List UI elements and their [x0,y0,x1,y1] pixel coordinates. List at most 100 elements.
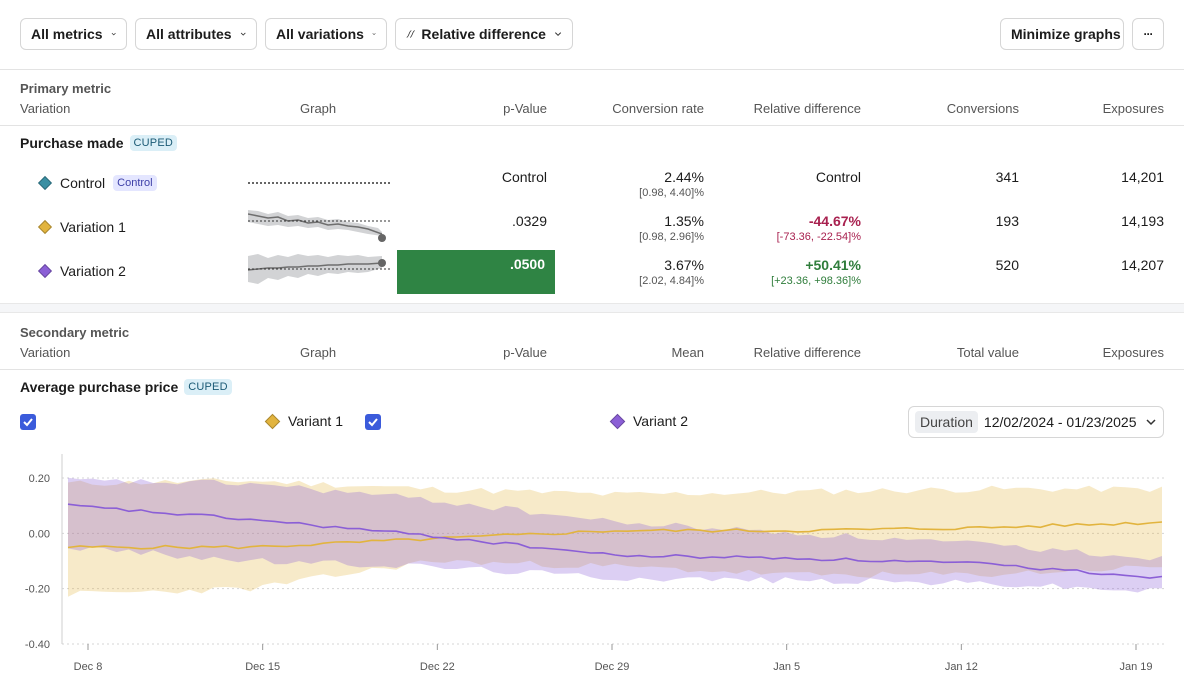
primary-section-title: Primary metric [20,81,112,96]
diamond-icon [37,219,53,235]
reldiff-ci: [+23.36, +98.36]% [771,275,861,287]
rate-cell: 1.35% [664,213,704,229]
all-variations-label: All variations [276,26,364,42]
secondary-metric-chart: 0.20 0.00 -0.20 -0.40 Dec 8 Dec 15 Dec 22 Dec 2… [25,454,1164,673]
variation-row-1: Variation 1 [37,219,126,235]
variation-row-control: Control Control [37,175,157,191]
x-tick-label: Jan 12 [945,661,978,673]
reldiff-ci: [-73.36, -22.54]% [776,231,861,243]
col-conversion-rate: Conversion rate [612,101,704,116]
series-line-1 [67,521,1163,550]
variation-name: Control [60,175,106,191]
diamond-icon [37,175,53,191]
curve-icon [406,30,415,38]
col-relative-difference: Relative difference [753,101,861,116]
all-attributes-dropdown[interactable]: All attributes [135,18,257,50]
metric-name: Average purchase price [20,379,179,395]
header-divider [0,369,1184,370]
chevron-down-icon [372,33,376,36]
col-graph: Graph [300,345,337,360]
pvalue-cell: .0500 [509,256,545,272]
y-tick-label: 0.20 [29,473,50,485]
metric-name: Purchase made [20,135,124,151]
chevron-down-icon [240,32,246,36]
legend-variant-2: Variant 2 [609,413,688,429]
chevron-down-icon [1145,419,1156,426]
variation-2-sparkline [248,254,390,284]
col-variation: Variation [20,101,71,116]
check-icon [23,418,33,427]
y-tick-label: 0.00 [29,528,50,540]
col-mean: Mean [671,345,704,360]
pvalue-cell: Control [501,169,547,185]
secondary-section-title: Secondary metric [20,325,130,340]
diamond-icon [264,413,281,429]
variation-row-2: Variation 2 [37,263,126,279]
more-options-icon: ··· [1143,27,1154,41]
section-separator [0,303,1184,313]
all-attributes-label: All attributes [146,26,232,42]
rate-ci: [0.98, 2.96]% [639,231,704,243]
header-divider [0,125,1184,126]
more-options-button[interactable]: ··· [1132,18,1164,50]
x-tick-label: Dec 8 [74,661,103,673]
relative-difference-label: Relative difference [421,26,546,42]
significant-pvalue-cell: .0500 [397,250,555,294]
col-pvalue: p-Value [503,345,547,360]
x-tick-label: Jan 19 [1119,661,1152,673]
variation-name: Variation 1 [60,219,126,235]
variation-1-sparkline [248,210,390,242]
col-variation: Variation [20,345,71,360]
chevron-down-icon [554,32,562,37]
col-conversions: Conversions [946,101,1019,116]
all-metrics-dropdown[interactable]: All metrics [20,18,127,50]
col-exposures: Exposures [1102,345,1164,360]
y-tick-label: -0.20 [25,584,50,596]
exposures-cell: 14,193 [1121,213,1164,229]
duration-value: 12/02/2024 - 01/23/2025 [983,414,1137,430]
conversions-cell: 341 [995,169,1019,185]
x-tick-label: Dec 15 [245,661,280,673]
y-tick-label: -0.40 [25,639,50,651]
variant-1-checkbox[interactable] [20,414,36,430]
series-line-2 [67,503,1163,579]
confidence-band-1 [68,478,1162,597]
legend-label: Variant 2 [633,413,688,429]
exposures-cell: 14,207 [1121,257,1164,273]
control-sparkline [248,182,390,184]
primary-metric-title: Purchase made CUPED [20,135,178,151]
relative-difference-dropdown[interactable]: Relative difference [395,18,573,50]
legend-variant-1: Variant 1 [264,413,343,429]
rate-ci: [0.98, 4.40]% [639,187,704,199]
diamond-icon [37,263,53,279]
secondary-metric-title: Average purchase price CUPED [20,379,232,395]
cuped-badge: CUPED [184,379,232,395]
conversions-cell: 520 [995,257,1019,273]
reldiff-cell: +50.41% [805,257,861,273]
toolbar: All metrics All attributes All variation… [0,0,1184,70]
rate-cell: 3.67% [664,257,704,273]
col-relative-difference: Relative difference [753,345,861,360]
minimize-graphs-button[interactable]: Minimize graphs [1000,18,1124,50]
x-tick-label: Dec 22 [420,661,455,673]
duration-label: Duration [915,411,978,433]
col-total-value: Total value [956,345,1019,360]
x-tick-label: Jan 5 [773,661,800,673]
col-graph: Graph [300,101,337,116]
exposures-cell: 14,201 [1121,169,1164,185]
chevron-down-icon [111,32,116,36]
all-metrics-label: All metrics [31,26,103,42]
variation-name: Variation 2 [60,263,126,279]
all-variations-dropdown[interactable]: All variations [265,18,387,50]
legend-label: Variant 1 [288,413,343,429]
variant-2-checkbox[interactable] [365,414,381,430]
check-icon [368,418,378,427]
control-badge: Control [113,175,157,191]
minimize-graphs-label: Minimize graphs [1011,26,1121,42]
col-exposures: Exposures [1102,101,1164,116]
reldiff-cell: -44.67% [808,213,861,229]
rate-ci: [2.02, 4.84]% [639,275,704,287]
pvalue-cell: .0329 [511,213,547,229]
x-tick-label: Dec 29 [595,661,630,673]
duration-dropdown[interactable]: Duration 12/02/2024 - 01/23/2025 [908,406,1164,438]
